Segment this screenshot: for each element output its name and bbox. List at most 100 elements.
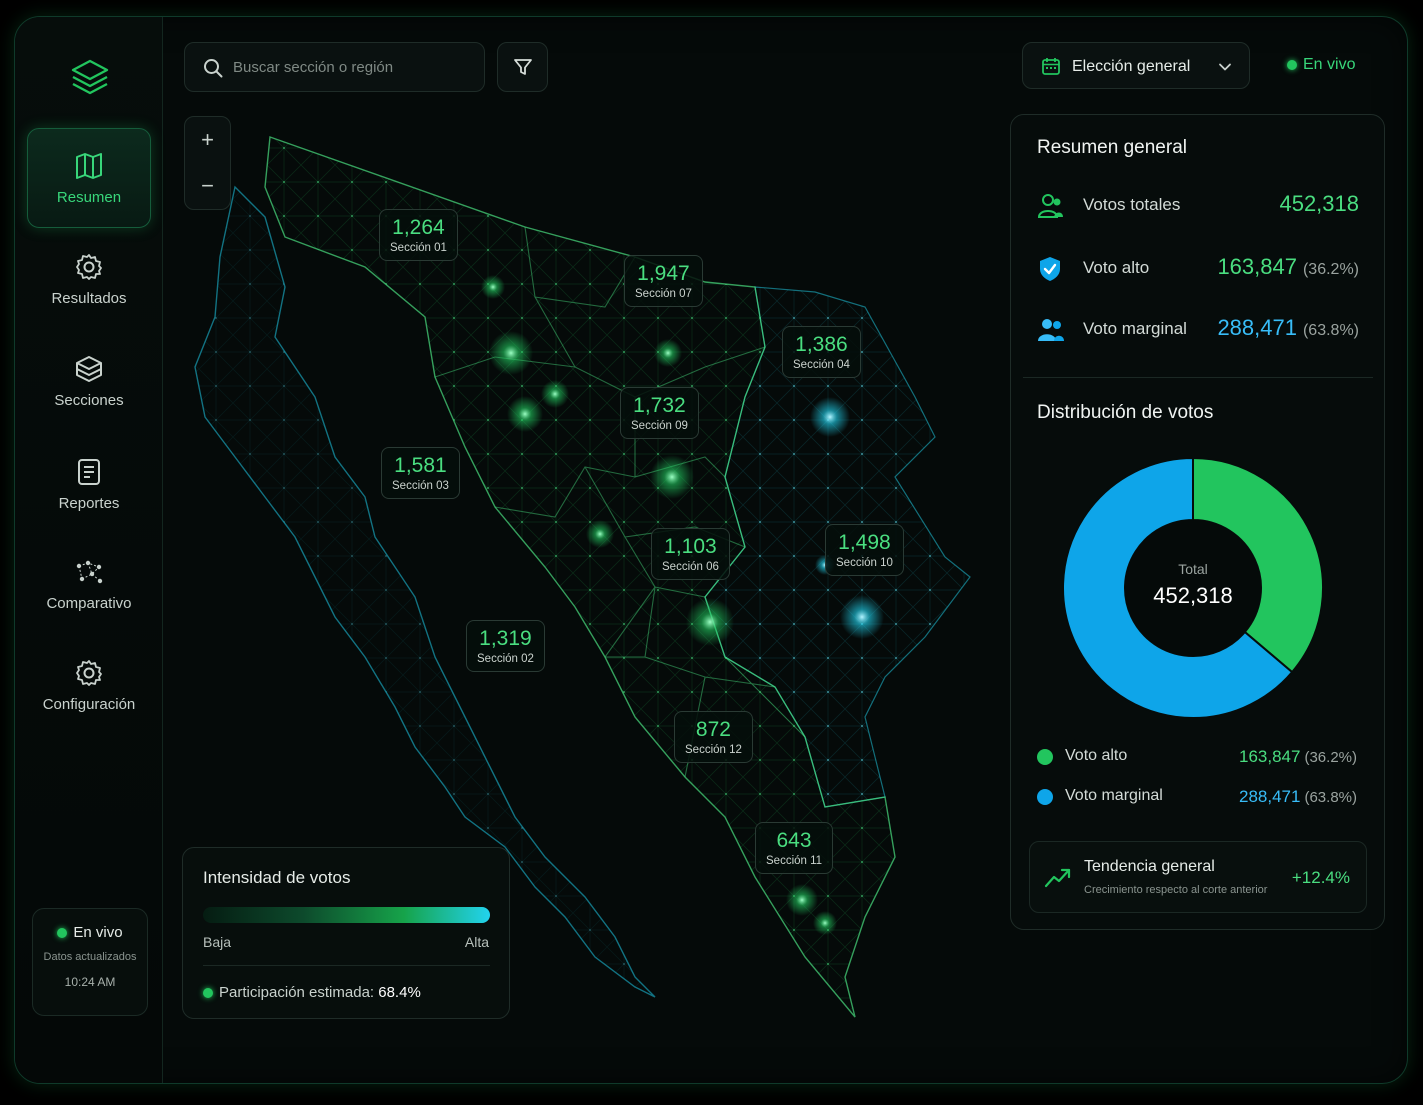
section-value: 1,947 xyxy=(637,262,690,285)
legend-label: Voto alto xyxy=(1065,747,1128,764)
distribution-title: Distribución de votos xyxy=(1037,402,1214,423)
legend-percent: (63.8%) xyxy=(1304,789,1357,806)
legend-high-vote: Voto alto 163,847 (36.2%) xyxy=(1037,745,1357,769)
network-icon xyxy=(76,560,103,584)
sidebar-item-resultados[interactable]: Resultados xyxy=(27,230,151,330)
donut-hole xyxy=(1125,520,1261,656)
divider xyxy=(203,965,490,966)
stat-high-vote: Voto alto 163,847 (36.2%) xyxy=(1037,254,1359,284)
section-label-06[interactable]: 1,103 Sección 06 xyxy=(651,528,730,580)
shield-check-icon xyxy=(1040,257,1060,281)
legend-label: Voto marginal xyxy=(1065,787,1163,804)
sidebar-item-label: Comparativo xyxy=(46,595,132,612)
summary-title: Resumen general xyxy=(1037,137,1187,158)
section-value: 1,581 xyxy=(394,454,447,477)
section-label-02[interactable]: 1,319 Sección 02 xyxy=(466,620,545,672)
section-name: Sección 02 xyxy=(477,653,534,665)
trending-up-icon xyxy=(1044,868,1071,888)
zoom-in-button[interactable]: + xyxy=(201,127,214,152)
summary-panel: Resumen general Votos totales 452,318 Vo… xyxy=(1010,114,1385,930)
live-dot-icon xyxy=(57,928,68,939)
live-label: En vivo xyxy=(73,924,123,941)
peninsula-outline xyxy=(194,185,656,998)
sidebar-item-secciones[interactable]: Secciones xyxy=(27,332,151,432)
section-label-03[interactable]: 1,581 Sección 03 xyxy=(381,447,460,499)
section-label-07[interactable]: 1,947 Sección 07 xyxy=(624,255,703,307)
live-time: 10:24 AM xyxy=(64,975,116,989)
intensity-title: Intensidad de votos xyxy=(203,868,351,887)
stat-percent: (63.8%) xyxy=(1302,322,1359,339)
stat-value: 452,318 xyxy=(1279,191,1359,216)
live-indicator-label: En vivo xyxy=(1303,56,1356,73)
layers-icon[interactable] xyxy=(69,57,111,99)
participation: Participación estimada: 68.4% xyxy=(203,984,421,1001)
trend-label: Tendencia general xyxy=(1084,858,1215,875)
sidebar-item-label: Configuración xyxy=(42,696,136,713)
divider xyxy=(1023,377,1373,378)
donut-center: Total 452,318 xyxy=(1062,561,1324,609)
intensity-high-label: Alta xyxy=(464,934,489,950)
section-label-09[interactable]: 1,732 Sección 09 xyxy=(620,387,699,439)
section-label-01[interactable]: 1,264 Sección 01 xyxy=(379,209,458,261)
participation-dot-icon xyxy=(203,988,213,999)
stat-value: 288,471 xyxy=(1217,315,1297,340)
gear-icon xyxy=(76,254,102,280)
participation-value: 68.4% xyxy=(378,984,421,1001)
donut-chart[interactable] xyxy=(1062,445,1324,731)
sidebar: Resumen Resultados Secciones xyxy=(15,17,163,1083)
trend-card[interactable]: Tendencia general Crecimiento respecto a… xyxy=(1029,841,1367,913)
live-status-card: En vivo Datos actualizados 10:24 AM xyxy=(32,908,148,1016)
cube-icon xyxy=(76,356,102,382)
section-name: Sección 06 xyxy=(662,561,719,573)
participation-label: Participación estimada: xyxy=(219,984,375,1001)
stat-label: Voto alto xyxy=(1083,258,1150,277)
section-value: 643 xyxy=(776,829,812,852)
zoom-controls: + − xyxy=(184,116,231,210)
app-frame: Resumen Resultados Secciones xyxy=(14,16,1408,1084)
section-value: 1,264 xyxy=(392,216,445,239)
search-input[interactable] xyxy=(233,43,473,91)
section-name: Sección 11 xyxy=(766,855,823,867)
sidebar-item-configuracion[interactable]: Configuración xyxy=(27,636,151,736)
stat-total-votes: Votos totales 452,318 xyxy=(1037,191,1359,221)
live-dot-icon xyxy=(1287,59,1297,70)
legend-value: 288,471 xyxy=(1239,787,1301,806)
section-name: Sección 10 xyxy=(836,557,893,569)
sidebar-item-label: Secciones xyxy=(54,392,124,409)
sidebar-item-comparativo[interactable]: Comparativo xyxy=(27,535,151,635)
stat-label: Votos totales xyxy=(1083,195,1181,214)
trend-subtitle: Crecimiento respecto al corte anterior xyxy=(1084,884,1268,896)
main-region xyxy=(264,136,896,1018)
section-label-12[interactable]: 872 Sección 12 xyxy=(674,711,753,763)
filter-button[interactable] xyxy=(497,42,548,92)
intensity-low-label: Baja xyxy=(203,934,232,950)
section-name: Sección 03 xyxy=(392,480,449,492)
map-icon xyxy=(76,153,102,179)
donut-center-label: Total xyxy=(1178,561,1208,577)
group-icon xyxy=(1038,319,1064,341)
stat-label: Voto marginal xyxy=(1083,319,1187,338)
sidebar-item-label: Resultados xyxy=(51,290,127,307)
stat-value: 163,847 xyxy=(1217,254,1297,279)
election-select[interactable]: Elección general xyxy=(1022,42,1250,89)
donut-center-value: 452,318 xyxy=(1153,583,1233,608)
section-label-10[interactable]: 1,498 Sección 10 xyxy=(825,524,904,576)
live-subtitle: Datos actualizados xyxy=(43,951,137,963)
zoom-out-button[interactable]: − xyxy=(201,173,214,198)
stat-percent: (36.2%) xyxy=(1302,261,1359,278)
sidebar-item-reportes[interactable]: Reportes xyxy=(27,435,151,535)
election-select-value: Elección general xyxy=(1072,58,1191,75)
section-label-04[interactable]: 1,386 Sección 04 xyxy=(782,326,861,378)
trend-value: +12.4% xyxy=(1291,868,1350,887)
live-indicator: En vivo xyxy=(1287,56,1355,74)
section-value: 1,732 xyxy=(633,394,686,417)
search-box[interactable] xyxy=(184,42,485,92)
document-icon xyxy=(78,459,100,485)
legend-dot-icon xyxy=(1037,749,1053,765)
section-name: Sección 12 xyxy=(685,744,742,756)
section-label-11[interactable]: 643 Sección 11 xyxy=(755,822,834,874)
section-name: Sección 01 xyxy=(390,242,447,254)
sidebar-item-resumen[interactable]: Resumen xyxy=(27,128,151,228)
search-icon xyxy=(204,59,223,78)
section-name: Sección 09 xyxy=(631,420,688,432)
